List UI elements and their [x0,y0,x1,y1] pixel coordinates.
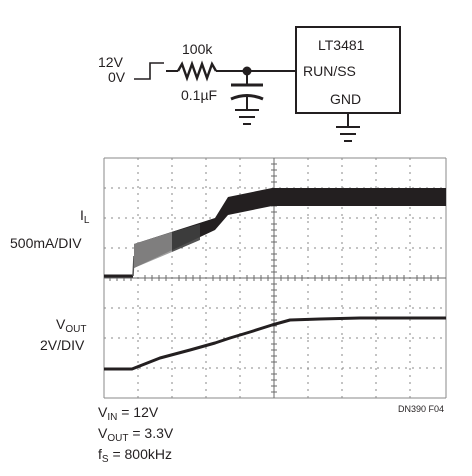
ic-ground-symbol [336,126,360,142]
capacitor-symbol [230,83,264,101]
oscilloscope-screen [103,157,447,399]
condition-vout: VOUT = 3.3V [98,425,174,444]
trace-il-scale-label: 500mA/DIV [10,235,82,251]
condition-fs: fS = 800kHz [98,446,172,465]
condition-vin: VIN = 12V [98,404,159,423]
figure-id-label: DN390 F04 [398,404,445,414]
trace-vout-scale-label: 2V/DIV [40,337,85,353]
resistor-symbol [176,60,218,82]
capacitor-ground-symbol [235,109,259,125]
inductor-current-trace [104,188,446,278]
ic-pin-run-ss-label: RUN/SS [303,63,356,79]
schematic [134,26,401,142]
input-voltage-low-label: 0V [108,69,126,85]
output-voltage-trace [104,316,446,371]
ic-box [295,26,401,114]
ic-name-label: LT3481 [318,37,365,53]
resistor-value-label: 100k [182,41,213,57]
ic-pin-gnd-label: GND [330,91,362,107]
input-voltage-high-label: 12V [98,54,123,70]
trace-vout-label: VOUT [56,316,87,335]
trace-il-label: IL [80,207,90,226]
capacitor-value-label: 0.1µF [181,87,218,103]
step-input-symbol [134,62,164,80]
